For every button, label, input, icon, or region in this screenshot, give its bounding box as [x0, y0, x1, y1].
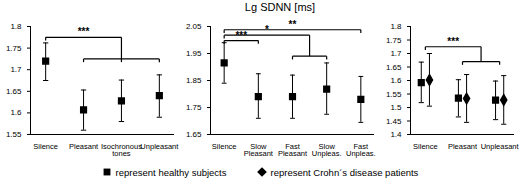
svg-text:FastPleasant: FastPleasant	[278, 142, 308, 159]
svg-text:Unpleasant: Unpleasant	[481, 142, 520, 151]
svg-text:1.65: 1.65	[6, 87, 22, 96]
html-text:represent Crohn´s disease pati: represent Crohn´s disease patients	[270, 166, 419, 178]
svg-text:Silence: Silence	[33, 142, 58, 151]
svg-text:1.55: 1.55	[386, 90, 402, 99]
svg-text:2.05: 2.05	[186, 22, 202, 31]
html-text:Lg SDNN [ms]: Lg SDNN [ms]	[244, 1, 316, 13]
svg-text:1.85: 1.85	[186, 76, 202, 85]
svg-text:Silence: Silence	[413, 142, 438, 151]
svg-text:1.6: 1.6	[10, 108, 22, 117]
svg-text:1.8: 1.8	[390, 22, 402, 31]
svg-text:1.7: 1.7	[390, 49, 402, 58]
svg-text:1.75: 1.75	[6, 44, 22, 53]
svg-text:FastUnpleas.: FastUnpleas.	[346, 142, 376, 159]
svg-text:Pleasant: Pleasant	[448, 142, 478, 151]
svg-text:1.5: 1.5	[390, 103, 402, 112]
svg-text:Isochronoustones: Isochronoustones	[101, 142, 142, 159]
html-text:represent healthy subjects: represent healthy subjects	[115, 166, 227, 178]
svg-text:SlowPleasant: SlowPleasant	[244, 142, 274, 159]
svg-text:1.8: 1.8	[10, 22, 22, 31]
svg-text:1.7: 1.7	[10, 65, 22, 74]
svg-text:1.45: 1.45	[386, 117, 402, 126]
svg-text:***: ***	[447, 36, 459, 47]
svg-text:1.95: 1.95	[186, 49, 202, 58]
svg-text:1.55: 1.55	[6, 130, 22, 139]
svg-text:1.65: 1.65	[186, 130, 202, 139]
svg-text:1.75: 1.75	[386, 36, 402, 45]
svg-text:1.75: 1.75	[186, 103, 202, 112]
svg-text:SlowUnpleas.: SlowUnpleas.	[312, 142, 342, 159]
svg-text:1.6: 1.6	[390, 76, 402, 85]
svg-text:Silence: Silence	[212, 142, 237, 151]
svg-text:Pleasant: Pleasant	[69, 142, 99, 151]
svg-text:1.65: 1.65	[386, 63, 402, 72]
svg-text:Unpleasant: Unpleasant	[140, 142, 179, 151]
svg-text:***: ***	[78, 26, 90, 37]
svg-text:1.4: 1.4	[390, 130, 402, 139]
svg-text:**: **	[289, 19, 297, 30]
